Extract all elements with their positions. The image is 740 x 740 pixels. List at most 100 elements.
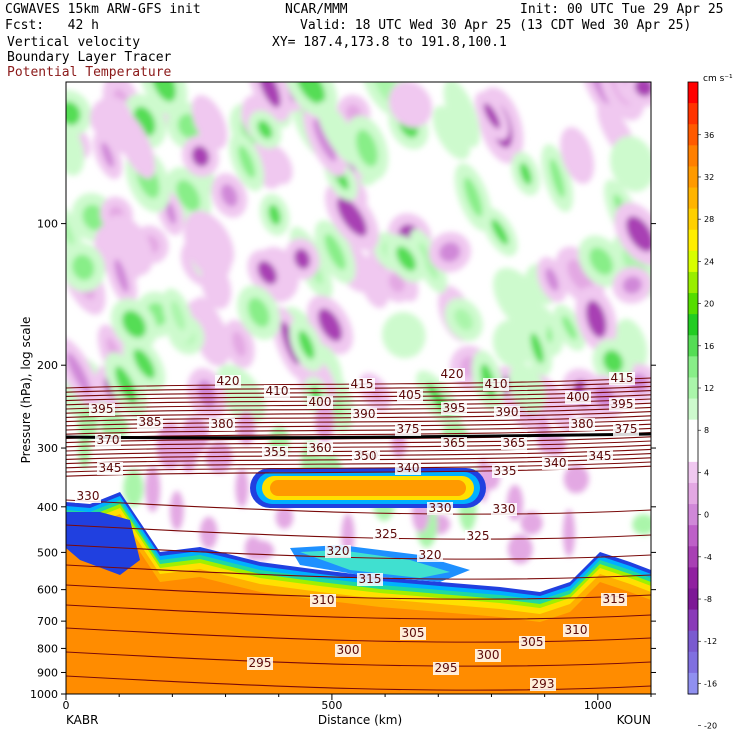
downdraft-cell [566, 467, 579, 493]
downdraft-core [191, 145, 210, 167]
theta-label: 340 [544, 456, 567, 470]
updraft-core [247, 297, 270, 328]
colorbar-swatch [688, 588, 698, 611]
tropopause-line [66, 432, 651, 440]
downdraft-core [483, 103, 501, 129]
colorbar-swatch [688, 630, 698, 653]
downdraft-cell [89, 97, 132, 139]
downdraft-core [545, 267, 559, 292]
theta-label-bg [400, 627, 426, 640]
theta-label-bg [530, 678, 556, 691]
theta-label-bg [427, 502, 453, 515]
downdraft-cell [562, 509, 576, 557]
theta-label-bg [494, 406, 520, 419]
colorbar-swatch [688, 314, 698, 336]
theta-label: 420 [441, 367, 464, 381]
theta-label-bg [75, 490, 101, 503]
theta-label: 350 [354, 449, 377, 463]
theta-label-bg [441, 437, 467, 450]
downdraft-cell [388, 82, 433, 128]
downdraft-core [294, 248, 311, 270]
theta-label-bg [352, 450, 378, 463]
colorbar-swatch [688, 419, 698, 442]
theta-label: 293 [532, 677, 555, 691]
downdraft-core [114, 258, 129, 293]
x-tick-label: 500 [321, 699, 342, 712]
model-title: CGWAVES 15km ARW-GFS init [5, 2, 201, 17]
valid-time: Valid: 18 UTC Wed 30 Apr 25 (13 CDT Wed … [300, 18, 692, 33]
theta-label: 420 [217, 374, 240, 388]
downdraft-core [439, 242, 461, 263]
colorbar-swatch [688, 103, 698, 125]
colorbar: 36 32 28 24 20 16 12 8 4 0 -4 -8 -12 -16 -20 [687, 81, 717, 731]
colorbar-swatch [688, 166, 698, 189]
theta-label: 395 [611, 397, 634, 411]
colorbar-swatch [688, 145, 698, 168]
y-tick-label: 300 [37, 442, 58, 455]
updraft-core [454, 308, 473, 331]
downdraft-cell [341, 513, 355, 556]
theta-label: 310 [312, 593, 335, 607]
plot-frame [65, 81, 652, 695]
theta-label: 360 [309, 441, 332, 455]
y-tick-label: 800 [37, 642, 58, 655]
updraft-core [355, 129, 378, 167]
theta-label-bg [137, 416, 163, 429]
theta-label-bg [542, 457, 568, 470]
colorbar-swatch [688, 293, 698, 315]
theta-label: 300 [337, 643, 360, 657]
updraft-core [418, 242, 438, 280]
downdraft-core [318, 308, 343, 342]
updraft-cell [443, 82, 481, 148]
updraft-cell [432, 105, 471, 160]
y-tick-label: 400 [37, 501, 58, 514]
downdraft-cell [315, 399, 335, 442]
downdraft-cell [183, 210, 228, 271]
colorbar-label: 12 [704, 384, 714, 393]
theta-label: 320 [327, 544, 350, 558]
downdraft-core [567, 259, 594, 293]
downdraft-cell [260, 144, 293, 185]
downdraft-cell [145, 465, 161, 513]
theta-label-bg [307, 396, 333, 409]
downdraft-core [101, 142, 114, 168]
colorbar-swatch [688, 482, 698, 505]
theta-label: 305 [521, 635, 544, 649]
y-tick-label: 200 [37, 359, 58, 372]
right-station-label: KOUN [617, 713, 651, 727]
colorbar-swatch [688, 398, 698, 421]
theta-label: 375 [615, 422, 638, 436]
theta-label-bg [613, 423, 639, 436]
theta-label-bg [310, 594, 336, 607]
theta-label: 405 [399, 388, 422, 402]
colorbar-label: 4 [704, 468, 709, 477]
updraft-cell [632, 514, 651, 535]
theta-label: 335 [494, 464, 517, 478]
colorbar-swatch [688, 461, 698, 484]
downdraft-cell [247, 540, 274, 561]
downdraft-cell [191, 95, 228, 150]
theta-contour [66, 544, 651, 560]
updraft-core [589, 247, 613, 276]
y-tick-label: 1000 [30, 688, 58, 701]
y-tick-label: 500 [37, 546, 58, 559]
theta-label: 320 [419, 548, 442, 562]
theta-contour [66, 436, 651, 448]
theta-label-bg [395, 462, 421, 475]
theta-contour [66, 627, 651, 643]
updraft-core [114, 366, 137, 404]
updraft-cell [123, 469, 144, 507]
theta-label-bg [307, 442, 333, 455]
theta-label: 305 [402, 626, 425, 640]
potential-temperature-labels: 420 410 415 420 410 415 395 400 405 395 390 400 395 3… [75, 367, 639, 691]
boundary-layer-band [66, 522, 651, 694]
downdraft-cell [205, 441, 233, 474]
theta-contour [66, 675, 651, 691]
theta-label-bg [609, 398, 635, 411]
theta-label-bg [433, 662, 459, 675]
theta-contour [66, 651, 651, 667]
theta-label: 295 [249, 656, 272, 670]
theta-label-bg [357, 573, 383, 586]
colorbar-label: 0 [704, 511, 709, 520]
downdraft-cell [560, 127, 595, 184]
